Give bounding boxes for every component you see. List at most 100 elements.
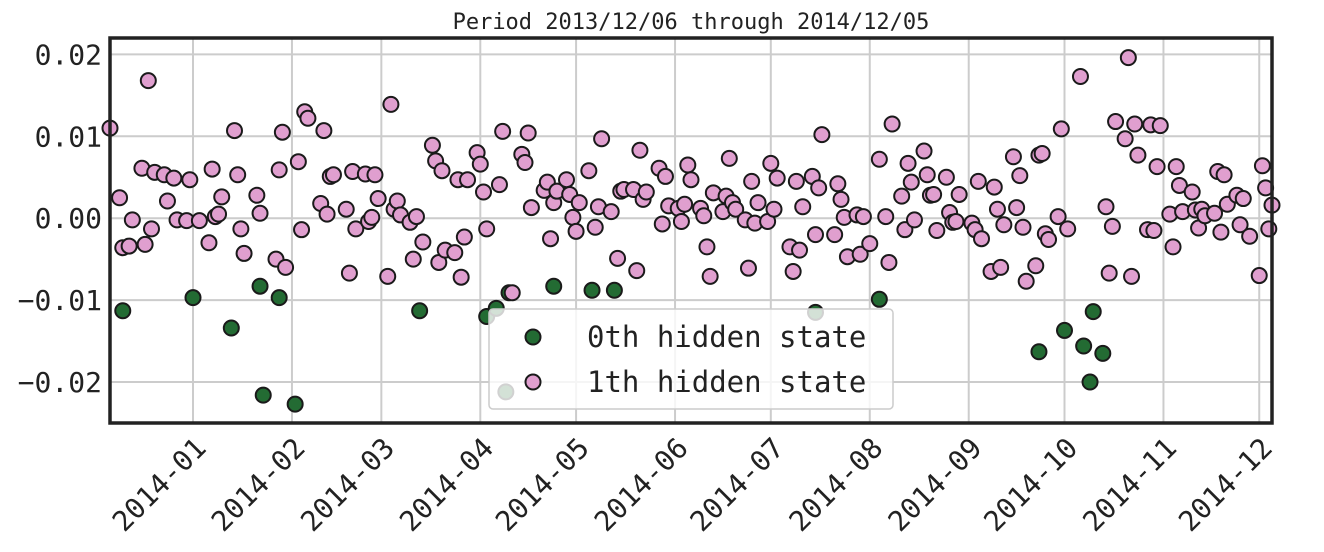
axes-frame [108, 36, 1274, 425]
data-point-series-1 [347, 220, 365, 238]
data-point-series-1 [120, 237, 138, 255]
data-point-series-1 [123, 211, 141, 229]
data-point-series-1 [337, 200, 355, 218]
legend-box [488, 308, 894, 410]
data-point-series-1 [854, 208, 872, 226]
data-point-series-1 [937, 168, 955, 186]
data-point-series-1 [1107, 113, 1125, 131]
y-tick-label: 0.01 [35, 120, 102, 153]
chart-title: Period 2013/12/06 through 2014/12/05 [453, 10, 930, 35]
data-point-series-1 [880, 253, 898, 271]
data-point-series-0 [411, 302, 429, 320]
data-point-series-1 [1206, 204, 1224, 222]
y-tick-label: −0.02 [18, 366, 102, 399]
data-point-series-1 [784, 262, 802, 280]
data-point-series-1 [787, 172, 805, 190]
data-point-series-1 [455, 228, 473, 246]
data-point-series-1 [995, 216, 1013, 234]
data-point-series-1 [701, 267, 719, 285]
data-point-series-1 [899, 154, 917, 172]
x-tick-label: 2014-04 [393, 431, 500, 538]
data-point-series-0 [1056, 321, 1073, 339]
data-point-series-1 [226, 122, 243, 140]
data-point-series-1 [947, 212, 965, 230]
data-point-series-0 [1075, 337, 1093, 355]
y-tick-label: −0.01 [18, 284, 102, 317]
data-point-series-1 [1215, 166, 1233, 184]
data-point-series-1 [366, 166, 384, 184]
data-point-series-1 [478, 220, 496, 238]
data-point-series-0 [1084, 303, 1102, 321]
data-point-series-0 [222, 319, 240, 337]
data-point-series-1 [656, 167, 674, 185]
data-point-series-1 [870, 150, 888, 168]
data-point-series-1 [379, 267, 397, 285]
data-point-series-1 [695, 207, 713, 225]
data-point-series-1 [459, 171, 477, 189]
data-point-series-1 [969, 172, 987, 190]
legend-entries: 0th hidden state 1th hidden state [524, 320, 866, 399]
data-point-series-1 [293, 221, 311, 239]
data-point-series-1 [522, 199, 540, 217]
x-axis-ticks: 2014-012014-022014-032014-042014-052014-… [106, 431, 1279, 538]
data-point-series-1 [363, 208, 381, 226]
data-point-series-1 [698, 238, 716, 256]
data-point-series-1 [519, 124, 537, 142]
data-point-series-1 [727, 200, 745, 218]
data-point-series-1 [494, 122, 512, 140]
legend-label: 0th hidden state [587, 320, 866, 354]
data-point-series-1 [567, 222, 585, 240]
data-point-series-1 [743, 172, 761, 190]
data-point-series-0 [270, 289, 288, 307]
data-point-series-0 [605, 281, 623, 299]
data-point-series-1 [988, 200, 1006, 218]
data-point-series-1 [807, 226, 824, 244]
data-point-series-1 [1253, 157, 1271, 175]
data-point-series-1 [229, 166, 247, 184]
data-point-series-1 [1011, 167, 1029, 185]
data-point-series-1 [749, 194, 767, 212]
data-point-series-1 [676, 195, 694, 213]
data-point-series-1 [165, 169, 183, 187]
data-point-series-1 [564, 208, 582, 226]
data-point-series-1 [200, 234, 218, 252]
data-point-series-1 [289, 153, 307, 171]
data-point-series-1 [382, 95, 400, 113]
x-tick-label: 2014-07 [684, 431, 791, 538]
data-point-series-0 [1081, 373, 1099, 391]
data-point-series-1 [139, 72, 157, 90]
data-point-series-1 [388, 192, 406, 210]
data-point-series-1 [1212, 223, 1230, 241]
data-point-series-1 [1119, 49, 1137, 67]
data-point-series-0 [545, 277, 563, 295]
data-point-series-1 [905, 211, 923, 229]
data-point-series-1 [1014, 218, 1032, 236]
x-tick-label: 2014-09 [882, 431, 989, 538]
data-point-series-1 [503, 284, 521, 302]
data-point-series-1 [111, 189, 129, 207]
x-tick-label: 2014-11 [1076, 431, 1183, 538]
x-tick-label: 2014-08 [783, 431, 890, 538]
data-point-series-1 [851, 245, 869, 263]
data-point-series-1 [433, 162, 451, 180]
data-point-series-1 [928, 222, 946, 239]
data-point-series-1 [829, 175, 847, 193]
data-point-series-1 [340, 264, 358, 282]
data-point-series-1 [1260, 220, 1278, 238]
data-point-series-1 [490, 176, 508, 194]
data-point-series-1 [915, 142, 933, 160]
data-point-series-1 [682, 171, 700, 189]
data-point-series-1 [299, 109, 317, 127]
data-points [101, 49, 1281, 413]
data-point-series-1 [1008, 199, 1026, 217]
data-point-series-1 [1250, 267, 1268, 285]
data-point-series-1 [813, 126, 831, 144]
legend-marker [524, 328, 542, 346]
data-point-series-1 [542, 230, 560, 248]
x-tick-label: 2014-05 [489, 431, 596, 538]
data-point-series-1 [765, 200, 783, 218]
data-point-series-0 [184, 289, 202, 307]
data-point-series-1 [404, 250, 422, 268]
data-point-series-1 [1033, 145, 1051, 162]
